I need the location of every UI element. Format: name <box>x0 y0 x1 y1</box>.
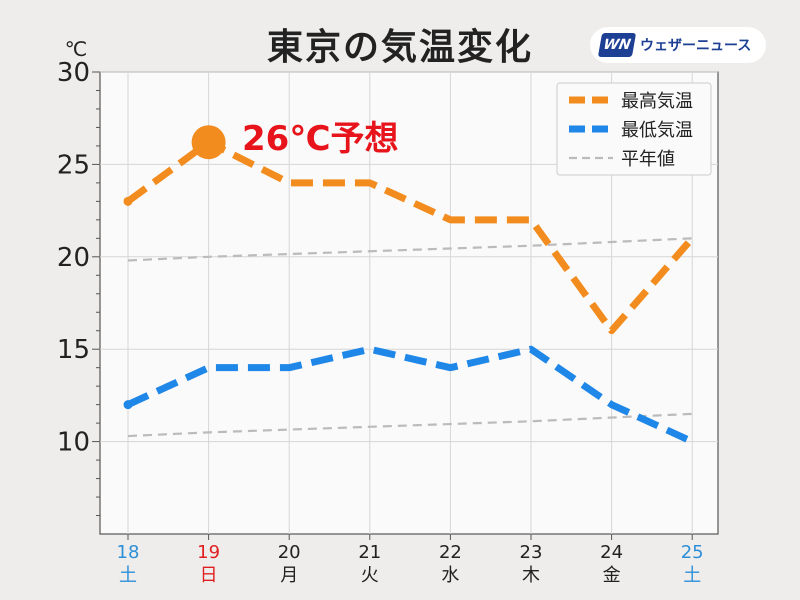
y-tick-label: 10 <box>57 428 90 458</box>
brand-logo: WN ウェザーニュース <box>590 27 766 63</box>
x-tick-label-day: 23 <box>520 542 543 563</box>
legend-label: 最高気温 <box>621 91 693 112</box>
max-temperature-line-start-point <box>123 196 133 206</box>
y-unit-label: ℃ <box>65 37 87 61</box>
x-tick-label-day: 18 <box>117 542 140 563</box>
x-tick-label-weekday: 土 <box>119 565 137 586</box>
x-tick-label-weekday: 金 <box>603 565 621 586</box>
legend-label: 最低気温 <box>621 120 693 141</box>
x-tick-label-weekday: 火 <box>361 565 379 586</box>
y-tick-label: 30 <box>57 58 90 88</box>
legend-box <box>556 82 712 176</box>
min-temperature-line-start-point <box>123 400 133 410</box>
x-tick-label-weekday: 水 <box>441 565 459 586</box>
y-tick-label: 20 <box>57 243 90 273</box>
normal-temperature-line <box>127 237 693 262</box>
x-tick-label-day: 22 <box>439 542 462 563</box>
x-tick-label-day: 20 <box>278 542 301 563</box>
x-tick-label-day: 19 <box>197 542 220 563</box>
brand-name: ウェザーニュース <box>640 38 752 54</box>
x-tick-label-weekday: 木 <box>522 565 540 586</box>
x-tick-label-day: 21 <box>358 542 381 563</box>
y-tick-label: 15 <box>57 335 90 365</box>
x-tick-label-weekday: 月 <box>280 565 298 586</box>
x-tick-label-weekday: 日 <box>200 565 218 586</box>
x-tick-label-day: 25 <box>681 542 704 563</box>
highlight-point <box>191 125 226 160</box>
normal-temperature-line <box>127 412 693 438</box>
min-temperature-line <box>126 345 694 445</box>
chart-title: 東京の気温変化 <box>266 27 533 68</box>
y-tick-label: 25 <box>57 150 90 180</box>
annotation-label: 26℃予想 <box>242 119 399 159</box>
legend-label: 平年値 <box>621 149 675 170</box>
x-tick-label-weekday: 土 <box>683 565 701 586</box>
x-tick-label-day: 24 <box>600 542 623 563</box>
